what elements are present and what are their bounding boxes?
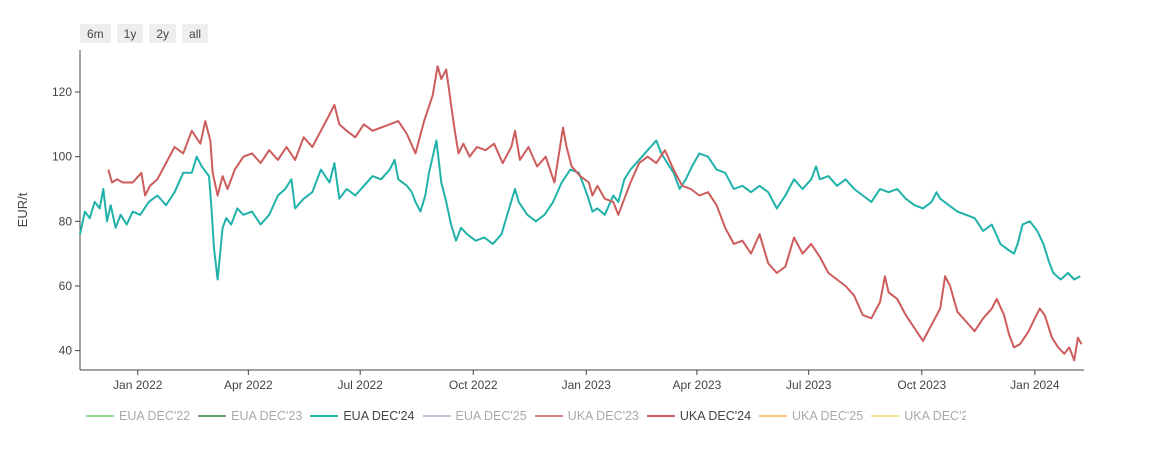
legend-item-uka-dec-25[interactable]: UKA DEC'25 bbox=[759, 409, 863, 423]
chart-axes: 40 60 80 100 120 Jan 2022 Apr 2022 Jul 2022 Oct … bbox=[52, 50, 1084, 392]
legend-label: UKA DEC'24 bbox=[679, 409, 752, 423]
legend-label: EUA DEC'24 bbox=[343, 409, 415, 423]
legend-label: UKA DEC'23 bbox=[567, 409, 639, 423]
y-axis-label: EUR/t bbox=[15, 192, 30, 227]
series-line-uka-dec-24[interactable] bbox=[107, 65, 1083, 362]
legend-swatch bbox=[646, 415, 675, 417]
y-tick-label: 80 bbox=[59, 214, 73, 228]
legend-label: UKA DEC'26 bbox=[904, 409, 966, 423]
legend-swatch bbox=[86, 415, 114, 417]
legend-label: EUA DEC'25 bbox=[455, 409, 527, 423]
legend-item-eua-dec-22[interactable]: EUA DEC'22 bbox=[86, 409, 190, 423]
series-line-eua-dec-24[interactable] bbox=[79, 139, 1081, 281]
range-selector: 6m 1y 2y all bbox=[80, 24, 209, 43]
legend-swatch bbox=[422, 415, 451, 417]
plot-area bbox=[79, 65, 1083, 362]
chart-legend: EUA DEC'22 EUA DEC'23 EUA DEC'24 EUA DEC'25… bbox=[86, 409, 966, 423]
legend-swatch bbox=[310, 415, 339, 417]
x-tick-label: Jul 2022 bbox=[337, 378, 383, 392]
y-tick-label: 40 bbox=[59, 344, 73, 358]
legend-item-uka-dec-26[interactable]: UKA DEC'26 bbox=[871, 409, 966, 423]
y-tick-label: 60 bbox=[59, 279, 73, 293]
x-tick-label: Jan 2023 bbox=[562, 378, 612, 392]
legend-item-eua-dec-25[interactable]: EUA DEC'25 bbox=[422, 409, 527, 423]
legend-item-eua-dec-24[interactable]: EUA DEC'24 bbox=[310, 409, 415, 423]
legend-item-eua-dec-23[interactable]: EUA DEC'23 bbox=[198, 409, 302, 423]
legend-item-uka-dec-23[interactable]: UKA DEC'23 bbox=[534, 409, 639, 423]
x-tick-label: Apr 2022 bbox=[224, 378, 273, 392]
legend-label: EUA DEC'23 bbox=[231, 409, 303, 423]
x-tick-label: Oct 2023 bbox=[897, 378, 946, 392]
legend-item-uka-dec-24[interactable]: UKA DEC'24 bbox=[646, 409, 752, 423]
range-button-2y[interactable]: 2y bbox=[149, 24, 177, 43]
line-chart[interactable]: 40 60 80 100 120 Jan 2022 Apr 2022 Jul 2022 Oct … bbox=[0, 0, 1163, 400]
y-tick-label: 120 bbox=[52, 85, 72, 99]
x-tick-label: Jan 2022 bbox=[113, 378, 163, 392]
legend-swatch bbox=[759, 415, 788, 417]
x-tick-label: Oct 2022 bbox=[449, 378, 498, 392]
x-tick-label: Jan 2024 bbox=[1010, 378, 1060, 392]
x-tick-label: Apr 2023 bbox=[673, 378, 722, 392]
legend-swatch bbox=[198, 415, 227, 417]
y-tick-label: 100 bbox=[52, 150, 72, 164]
legend-swatch bbox=[534, 415, 563, 417]
legend-label: EUA DEC'22 bbox=[119, 409, 191, 423]
range-button-1y[interactable]: 1y bbox=[116, 24, 144, 43]
x-tick-label: Jul 2023 bbox=[786, 378, 832, 392]
range-button-6m[interactable]: 6m bbox=[80, 24, 111, 43]
legend-swatch bbox=[871, 415, 900, 417]
range-button-all[interactable]: all bbox=[182, 24, 209, 43]
legend-label: UKA DEC'25 bbox=[792, 409, 864, 423]
